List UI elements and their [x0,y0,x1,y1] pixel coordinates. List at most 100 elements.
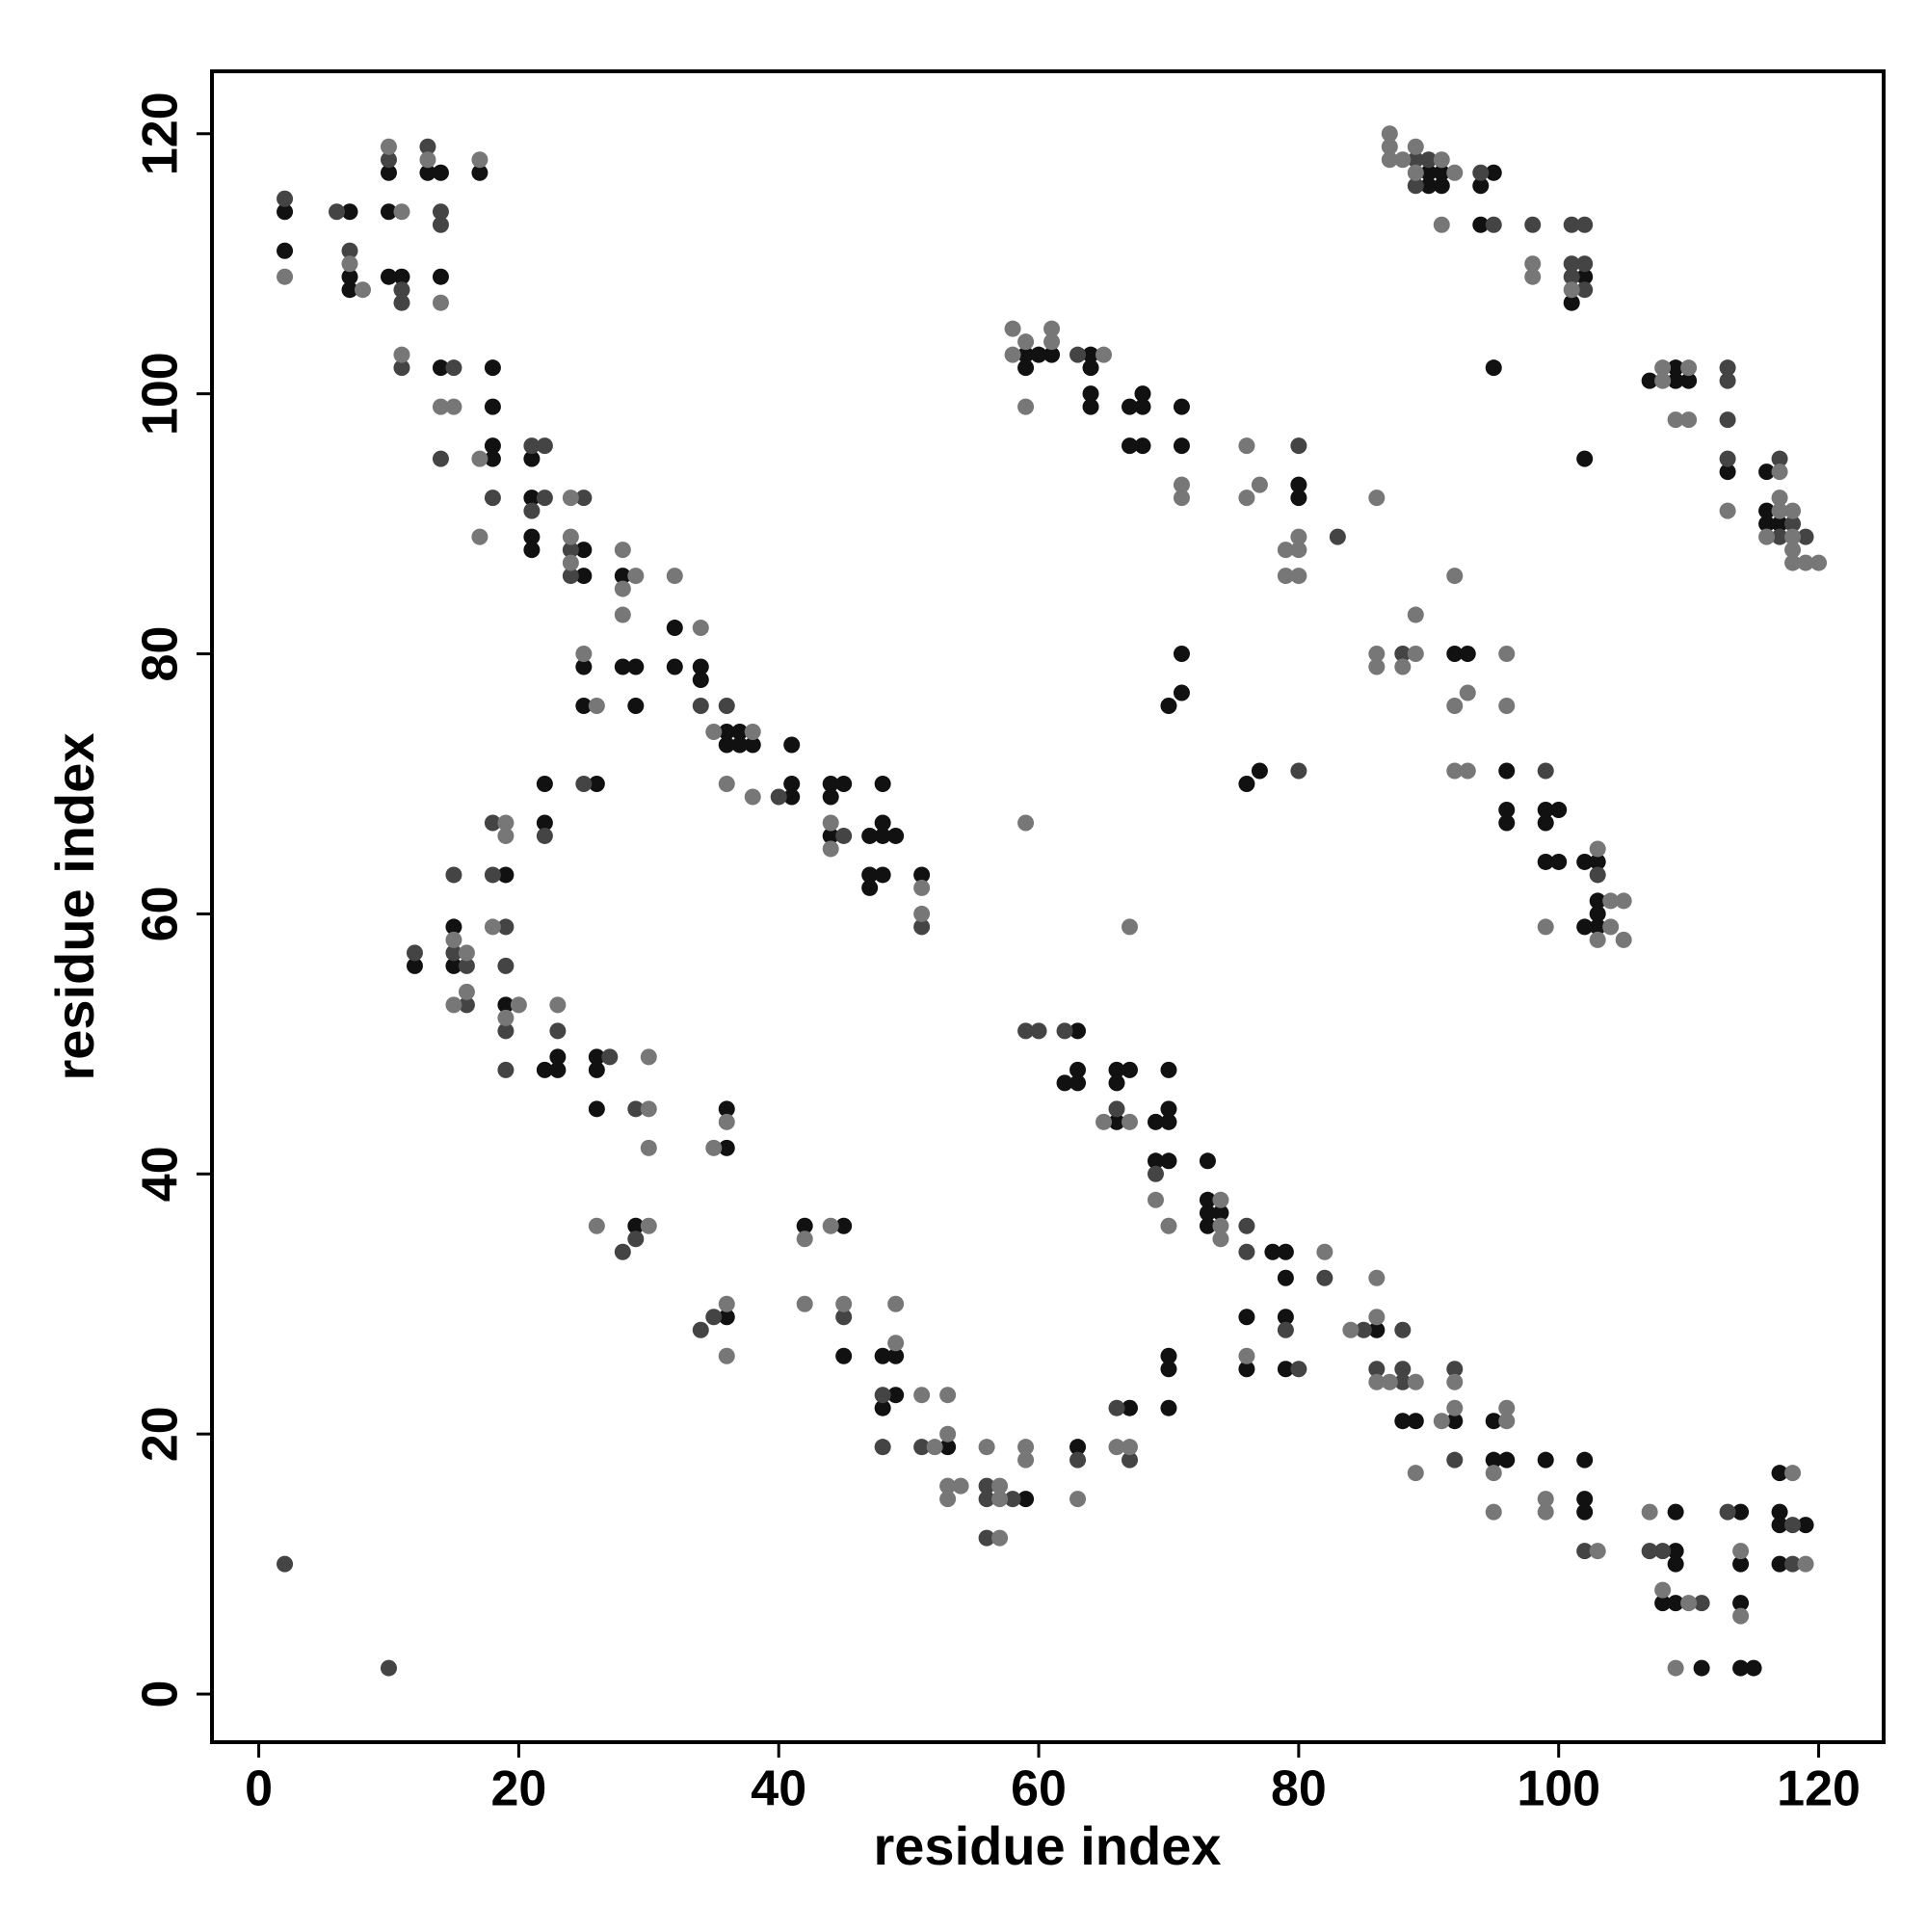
point [419,151,436,169]
point [796,1217,813,1234]
point [796,1295,813,1312]
point [549,1061,567,1078]
point [406,957,423,974]
point [1407,646,1424,663]
point [497,918,515,936]
point [1732,1659,1750,1677]
point [835,1217,853,1234]
point [445,918,462,936]
point [1381,125,1398,143]
point [1407,1465,1424,1482]
point [991,1529,1009,1547]
point [1017,333,1035,351]
point [1576,918,1594,936]
point [1446,762,1464,780]
point [393,359,410,377]
point [1693,1595,1710,1612]
point [1368,1373,1386,1390]
x-tick-label: 20 [490,1761,546,1817]
point [1290,542,1307,559]
y-tick-label: 60 [133,886,189,941]
point [432,398,449,415]
point [1108,1399,1125,1416]
point [718,1113,735,1130]
point [1017,346,1035,363]
point [1576,1491,1594,1508]
point [822,1217,839,1234]
point [1446,568,1464,585]
point [393,346,410,363]
point [575,775,593,792]
point [1069,1451,1087,1469]
point [887,1295,905,1312]
point [1316,1243,1333,1260]
point [1433,1413,1450,1430]
point [822,814,839,832]
point [614,580,631,597]
point [484,814,501,832]
point [1537,814,1554,832]
x-tick-label: 100 [1517,1761,1600,1817]
point [380,268,397,285]
point [432,359,449,377]
point [277,1555,294,1573]
point [627,1231,645,1248]
point [1238,437,1255,455]
point [1368,1321,1386,1338]
point [1199,1191,1216,1208]
point [536,814,553,832]
point [1719,502,1736,519]
point [1563,255,1580,273]
point [1407,606,1424,623]
point [1160,698,1177,715]
point [341,203,358,221]
point [1472,164,1490,181]
point [380,151,397,169]
point [1537,1451,1554,1469]
point [1732,1595,1750,1612]
point [783,736,801,754]
point [1576,450,1594,467]
point [1147,1113,1164,1130]
point [1550,853,1568,870]
point [1368,658,1386,675]
point [1017,1451,1035,1469]
point [705,1139,723,1156]
point [1771,450,1788,467]
point [692,698,709,715]
point [614,606,631,623]
point [835,1309,853,1326]
point [1771,463,1788,481]
point [1238,1217,1255,1234]
point [1160,1152,1177,1170]
point [1121,1451,1138,1469]
point [692,620,709,637]
point [1719,450,1736,467]
point [458,996,475,1014]
point [835,1295,853,1312]
point [562,554,579,571]
point [277,203,294,221]
point [1563,281,1580,299]
point [913,879,931,896]
point [1394,658,1412,675]
point [1420,151,1438,169]
point [692,658,709,675]
point [874,1387,891,1404]
point [1394,1373,1412,1390]
point [1719,463,1736,481]
point [1758,516,1776,533]
point [484,490,501,507]
point [1602,918,1620,936]
point [913,905,931,922]
point [1537,762,1554,780]
point [1537,853,1554,870]
point [1147,1191,1164,1208]
point [1355,1321,1372,1338]
point [471,164,488,181]
point [1368,1361,1386,1378]
point [1394,1321,1412,1338]
point [666,568,683,585]
point [692,1321,709,1338]
